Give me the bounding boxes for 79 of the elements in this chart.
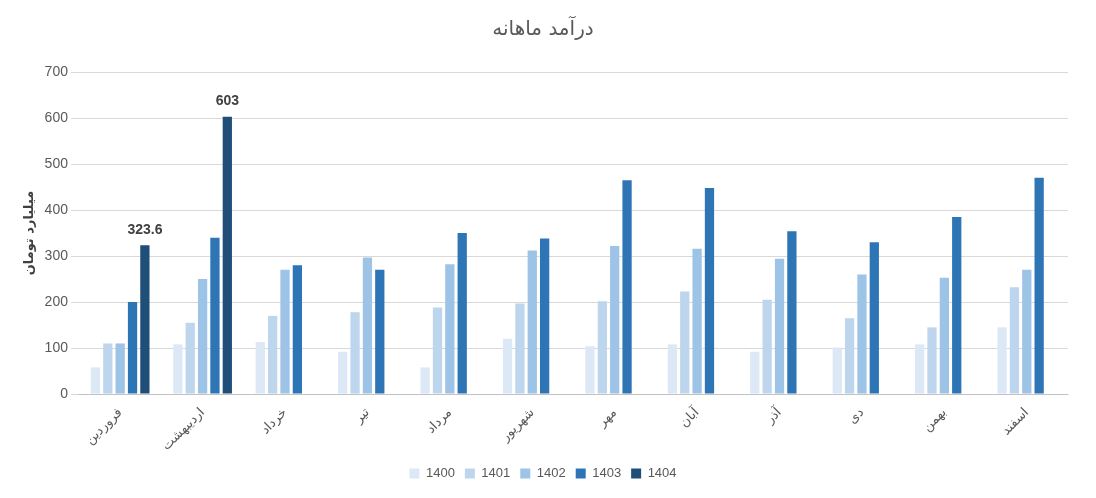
bar: [127, 302, 138, 394]
bar: [90, 367, 101, 394]
bar: [774, 258, 785, 394]
bar: [927, 327, 937, 394]
data-label: 603: [215, 92, 240, 109]
bar: [857, 274, 867, 394]
y-axis-title: میلیارد تومان: [21, 190, 37, 276]
bar: [103, 343, 113, 394]
bar: [1009, 287, 1020, 394]
x-tick-label: مهر: [593, 404, 620, 431]
bar: [1034, 177, 1044, 394]
x-tick-label: آذر: [760, 402, 786, 428]
bar: [997, 327, 1007, 394]
bar: [939, 277, 950, 394]
bar: [268, 315, 278, 394]
bar: [173, 344, 183, 394]
bar: [844, 318, 855, 394]
bar: [197, 279, 208, 394]
legend-label: 1402: [536, 465, 566, 481]
bar: [457, 233, 467, 394]
bar: [338, 351, 348, 394]
bar: [610, 245, 620, 394]
x-tick-label: فروردین: [82, 404, 126, 448]
bar: [185, 322, 195, 394]
bar: [140, 245, 150, 394]
bar: [350, 312, 360, 394]
y-tick-label: 200: [44, 292, 69, 309]
x-tick-label: خرداد: [257, 404, 291, 438]
y-tick-label: 300: [44, 246, 69, 263]
bar: [527, 250, 537, 394]
chart-title: درآمد ماهانه: [492, 15, 594, 41]
bar: [210, 237, 220, 394]
x-tick-label: دی: [844, 404, 867, 427]
y-tick-label: 600: [44, 108, 69, 125]
legend-label: 1400: [425, 465, 455, 481]
bar: [280, 269, 290, 394]
bar: [255, 342, 265, 394]
bar: [222, 116, 232, 394]
legend-label: 1401: [481, 465, 511, 481]
bar: [362, 257, 373, 394]
y-tick-label: 400: [44, 200, 69, 217]
bar: [540, 238, 550, 394]
legend-label: 1403: [592, 465, 622, 481]
bar: [597, 301, 607, 394]
x-tick-label: اردیبهشت: [158, 404, 208, 454]
y-tick-label: 100: [44, 338, 69, 355]
x-tick-label: مرداد: [423, 404, 456, 437]
bar: [667, 344, 678, 394]
bar: [1022, 269, 1032, 394]
y-tick-label: 500: [44, 154, 69, 171]
bar: [292, 265, 303, 394]
bar: [515, 303, 525, 394]
bar: [375, 269, 385, 394]
legend-label: 1404: [647, 465, 677, 481]
bar: [704, 187, 715, 394]
bar: [869, 242, 879, 394]
bar: [750, 351, 760, 394]
bar: [502, 338, 513, 394]
y-tick-label: 700: [44, 62, 69, 79]
bar: [585, 346, 595, 394]
y-tick-label: 0: [60, 384, 69, 401]
bar: [445, 264, 455, 394]
bar: [952, 216, 962, 394]
x-tick-label: بهمن: [919, 404, 950, 435]
bar: [420, 367, 430, 394]
bar: [832, 347, 842, 394]
bar: [692, 248, 702, 394]
x-tick-label: تیر: [350, 404, 373, 427]
x-tick-label: آبان: [675, 402, 703, 430]
data-label: 323.6: [127, 221, 163, 238]
x-tick-label: شهریور: [496, 404, 538, 446]
x-tick-label: اسفند: [998, 404, 1032, 438]
bar: [622, 180, 632, 394]
bar: [680, 291, 690, 394]
bar: [432, 307, 443, 394]
bar: [115, 343, 125, 394]
bar: [787, 231, 797, 394]
bar: [762, 299, 772, 394]
bar: [915, 344, 925, 394]
